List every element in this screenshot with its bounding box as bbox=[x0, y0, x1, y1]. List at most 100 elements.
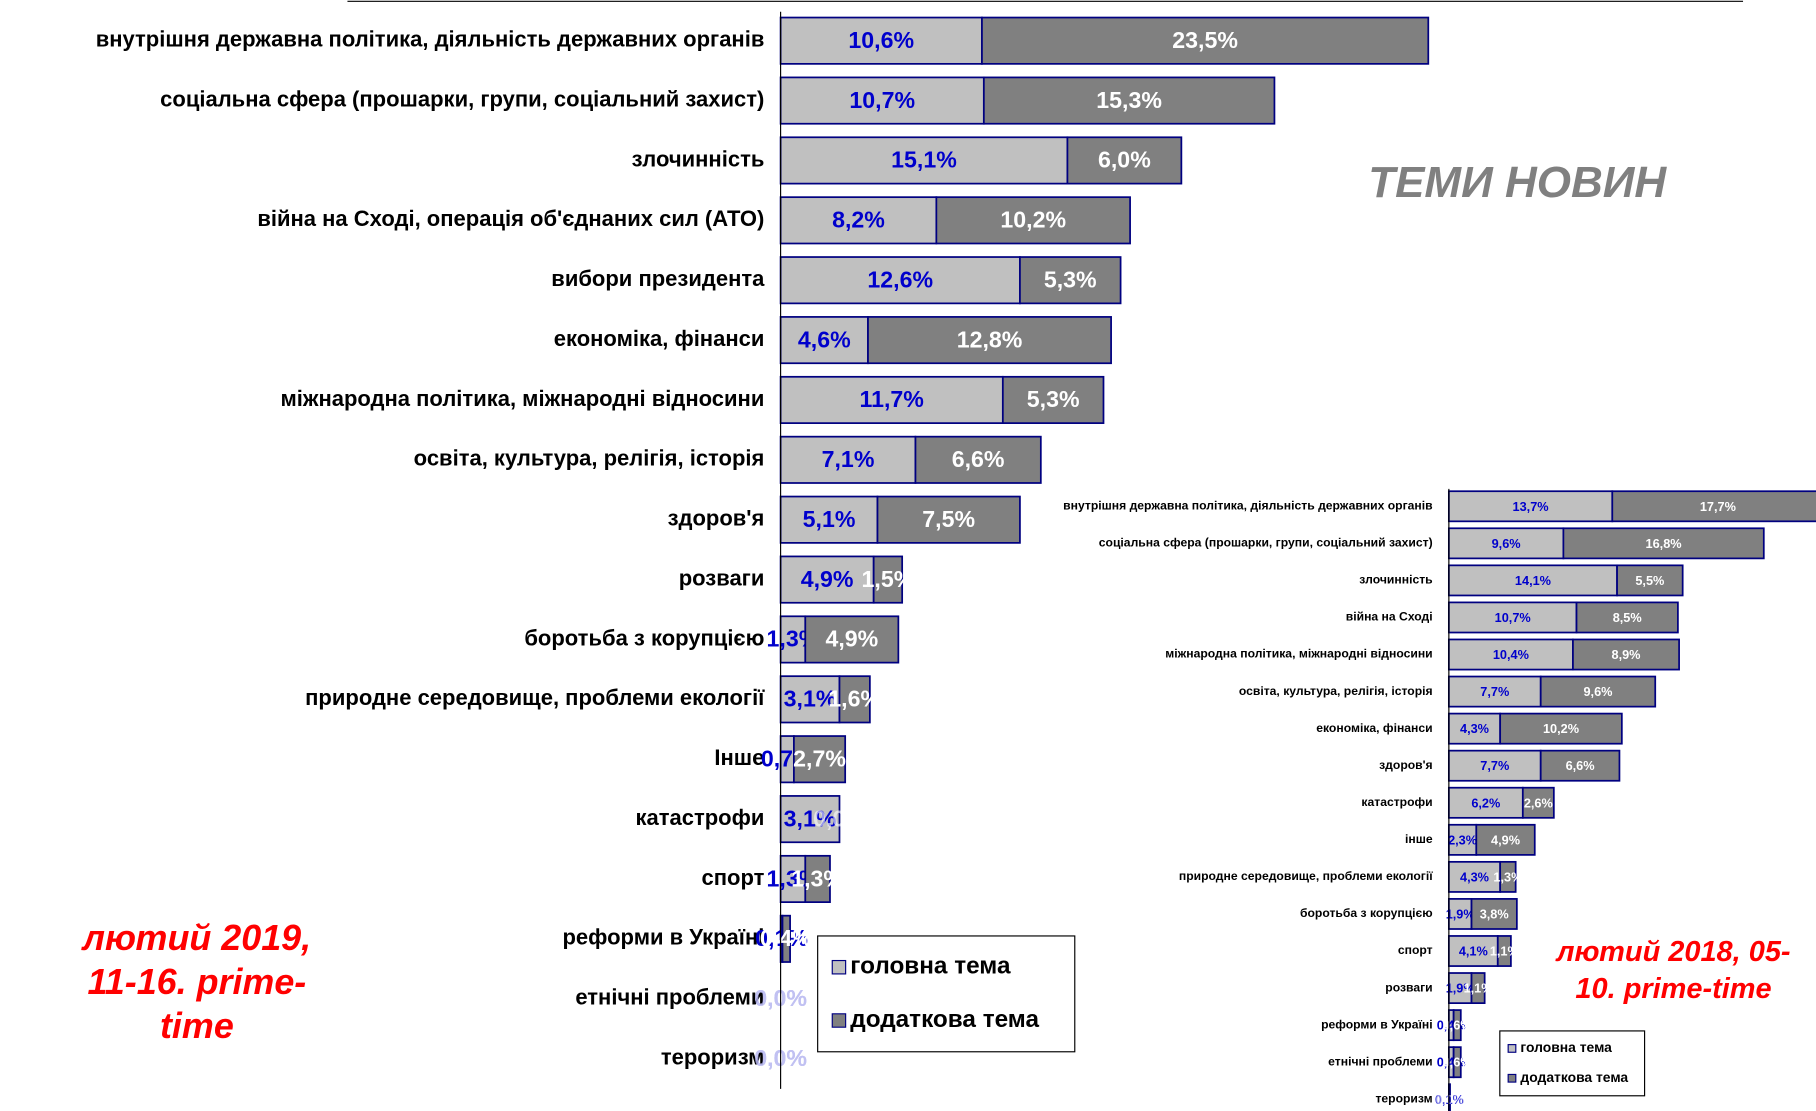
value-label: 2,7% bbox=[793, 746, 846, 772]
legend-swatch bbox=[831, 1013, 847, 1028]
value-label: 0,1% bbox=[1435, 1092, 1464, 1107]
bar-segment bbox=[1470, 898, 1518, 930]
value-label: 10,4% bbox=[1493, 647, 1529, 662]
value-label: 2,3% bbox=[1448, 832, 1477, 847]
annotation: 10. prime-time bbox=[1575, 973, 1771, 1005]
value-label: 1,3% bbox=[791, 865, 844, 891]
bar-segment bbox=[793, 735, 847, 784]
category-label: реформи в Україні bbox=[1321, 1017, 1433, 1031]
bar-segment bbox=[1447, 601, 1578, 634]
category-label: внутрішня державна політика, діяльність … bbox=[1063, 498, 1432, 512]
value-label: 5,5% bbox=[1635, 573, 1664, 588]
bar-segment bbox=[1562, 527, 1765, 560]
value-label: 1,1% bbox=[1490, 944, 1519, 959]
value-label: 4,9% bbox=[825, 626, 878, 652]
bar-segment bbox=[1616, 564, 1684, 597]
value-label: 14,1% bbox=[1515, 573, 1551, 588]
legend-label: додаткова тема bbox=[1520, 1069, 1628, 1085]
category-label: внутрішня державна політика, діяльність … bbox=[96, 27, 765, 52]
bar-segment bbox=[1499, 860, 1517, 893]
category-label: природне середовище, проблеми екології bbox=[305, 685, 765, 710]
value-label: 1,9% bbox=[1446, 906, 1475, 921]
bar-segment bbox=[1447, 749, 1542, 782]
category-label: вибори президента bbox=[551, 266, 765, 291]
bar-segment bbox=[1447, 823, 1478, 856]
bar-segment bbox=[779, 495, 879, 544]
value-label: 0,6% bbox=[1443, 1055, 1472, 1070]
value-label: 10,2% bbox=[1543, 721, 1579, 736]
category-label: тероризм bbox=[1375, 1091, 1432, 1105]
value-label: 5,3% bbox=[1044, 266, 1097, 292]
bar-segment bbox=[1521, 786, 1555, 819]
category-label: економіка, фінанси bbox=[554, 326, 765, 351]
bar-segment bbox=[1001, 375, 1105, 424]
value-label: 1,1% bbox=[1464, 981, 1493, 996]
bar-segment bbox=[1470, 972, 1486, 1004]
legend-swatch bbox=[831, 959, 847, 975]
bar-segment bbox=[781, 914, 791, 963]
bar-segment bbox=[1539, 675, 1657, 708]
value-label: 4,1% bbox=[1459, 944, 1488, 959]
value-label: 10,2% bbox=[1000, 207, 1066, 233]
value-label: 5,1% bbox=[803, 506, 856, 532]
bar-segment bbox=[779, 795, 841, 844]
category-label: міжнародна політика, міжнародні відносин… bbox=[1165, 647, 1432, 661]
bar-segment bbox=[1447, 638, 1574, 671]
legend-label: додаткова тема bbox=[850, 1006, 1039, 1033]
value-label: 15,3% bbox=[1096, 87, 1162, 113]
value-label: 3,1% bbox=[784, 805, 837, 831]
bar-segment bbox=[1499, 712, 1623, 745]
category-label: спорт bbox=[1398, 943, 1433, 957]
value-label: 3,1% bbox=[784, 686, 837, 712]
value-label: 12,6% bbox=[867, 266, 933, 292]
value-label: 6,6% bbox=[952, 446, 1005, 472]
category-label: боротьба з корупцією bbox=[524, 625, 764, 650]
value-label: 6,0% bbox=[1098, 147, 1151, 173]
legend-swatch bbox=[1507, 1073, 1517, 1083]
category-label: освіта, культура, релігія, історія bbox=[1239, 684, 1433, 698]
bar-segment bbox=[1447, 712, 1502, 745]
category-label: реформи в Україні bbox=[562, 925, 764, 950]
value-label: 10,7% bbox=[1495, 610, 1531, 625]
category-label: здоров'я bbox=[668, 506, 765, 531]
category-label: природне середовище, проблеми екології bbox=[1179, 869, 1433, 883]
annotation: лютий 2019, bbox=[81, 918, 311, 958]
value-label: 0,0% bbox=[813, 805, 866, 831]
category-label: катастрофи bbox=[1361, 795, 1432, 809]
value-label: 0,0% bbox=[1436, 1092, 1465, 1107]
category-label: Інше bbox=[714, 745, 764, 770]
bar-segment bbox=[1496, 935, 1512, 967]
bar-segment bbox=[804, 854, 831, 904]
bar-segment bbox=[1572, 638, 1680, 671]
value-label: 9,6% bbox=[1583, 684, 1612, 699]
category-label: війна на Сході bbox=[1346, 610, 1433, 624]
chart-title: ТЕМИ НОВИН bbox=[1368, 158, 1667, 207]
value-label: 7,1% bbox=[822, 446, 875, 472]
value-label: 1,9% bbox=[1446, 981, 1475, 996]
category-label: міжнародна політика, міжнародні відносин… bbox=[280, 386, 764, 411]
bar-segment bbox=[1447, 786, 1524, 819]
bar-segment bbox=[982, 76, 1276, 125]
value-label: 9,6% bbox=[1492, 536, 1521, 551]
bar-segment bbox=[876, 495, 1021, 544]
bar-segment bbox=[1452, 1009, 1462, 1042]
category-label: освіта, культура, релігія, історія bbox=[414, 446, 765, 471]
value-label: 1,3% bbox=[1493, 869, 1522, 884]
value-label: 4,3% bbox=[1460, 869, 1489, 884]
value-label: 0,1% bbox=[755, 925, 808, 951]
category-label: спорт bbox=[701, 865, 764, 890]
value-label: 8,5% bbox=[1613, 610, 1642, 625]
category-label: етнічні проблеми bbox=[575, 985, 764, 1010]
category-label: злочинність bbox=[632, 146, 765, 171]
value-label: 5,3% bbox=[1027, 386, 1080, 412]
value-label: 7,5% bbox=[922, 506, 975, 532]
bar-segment bbox=[1539, 749, 1621, 782]
annotation: time bbox=[160, 1006, 234, 1046]
bar-segment bbox=[1575, 601, 1679, 634]
bar-segment bbox=[779, 316, 869, 365]
bar-segment bbox=[935, 196, 1131, 245]
category-label: катастрофи bbox=[635, 805, 764, 830]
value-label: 23,5% bbox=[1172, 27, 1238, 53]
category-label: соціальна сфера (прошарки, групи, соціал… bbox=[1099, 536, 1433, 550]
